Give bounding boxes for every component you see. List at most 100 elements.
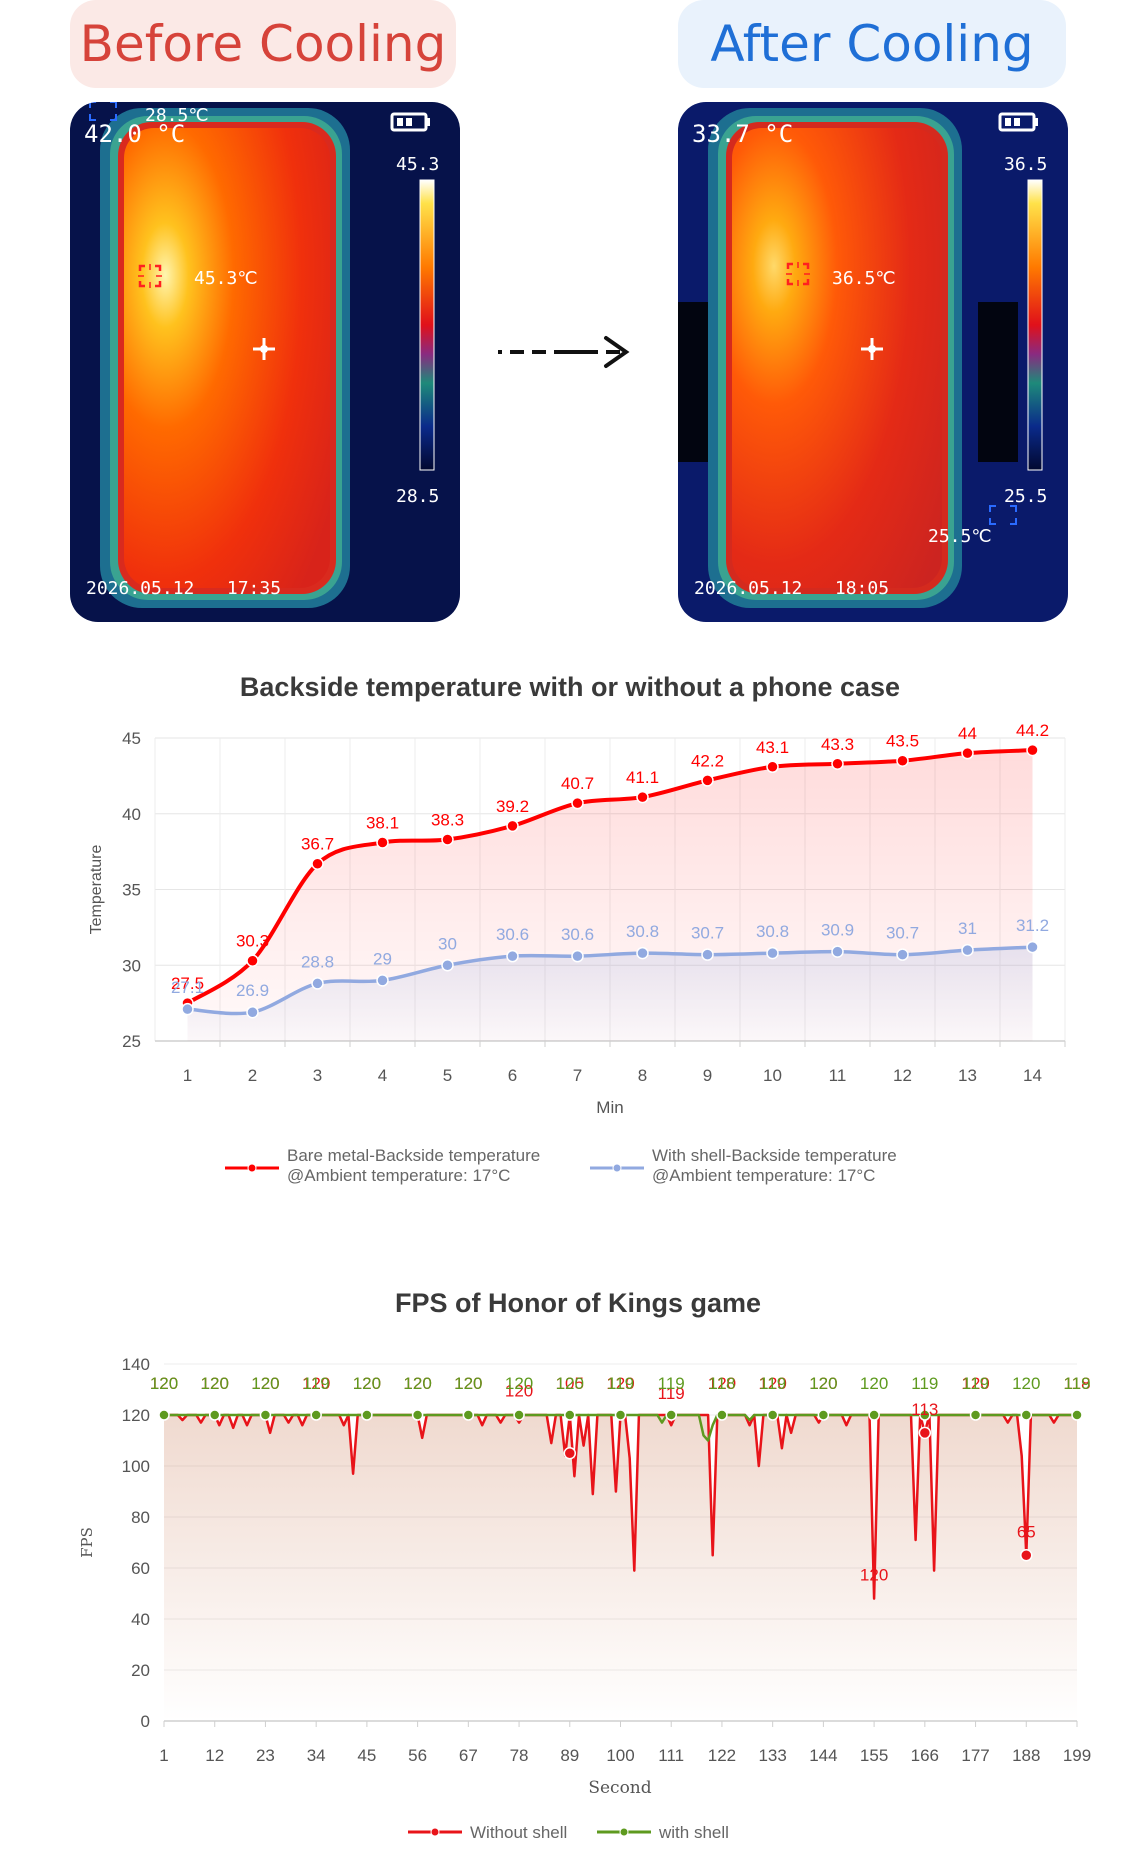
y-tick-label: 45 [122, 729, 141, 748]
data-label: 30 [438, 934, 457, 953]
data-point [311, 857, 324, 870]
data-point-with-shell [259, 1409, 272, 1421]
thermal-image-before: 42.0 °C 28.5℃ 45.3℃ 45.3 28.5 2026.05.12… [70, 102, 460, 622]
data-point-with-shell [361, 1409, 373, 1421]
data-point-with-shell [614, 1409, 627, 1421]
x-tick-label: 11 [829, 1066, 847, 1085]
x-tick-label: 100 [606, 1746, 634, 1765]
data-point-with-shell [817, 1409, 830, 1421]
legend-label: With shell-Backside temperature [652, 1146, 897, 1165]
data-point-without-shell [918, 1426, 932, 1440]
x-tick-label: 1 [159, 1746, 168, 1765]
legend-label: with shell [658, 1823, 729, 1842]
max-temperature-marker: 45.3℃ [194, 268, 258, 289]
x-tick-label: 1 [183, 1066, 192, 1085]
arrow-right-icon [498, 336, 630, 368]
x-tick-label: 67 [459, 1746, 478, 1765]
data-label-without-shell: 120 [150, 1374, 178, 1393]
x-tick-label: 10 [763, 1066, 782, 1085]
y-tick-label: 40 [122, 805, 141, 824]
data-label-with-shell: 120 [251, 1374, 279, 1393]
data-point-with-shell [462, 1409, 475, 1421]
data-point-with-shell [564, 1409, 576, 1421]
x-tick-label: 13 [958, 1066, 977, 1085]
y-axis-label: FPS [78, 1527, 96, 1558]
x-tick-label: 8 [638, 1066, 647, 1085]
data-point [181, 1002, 194, 1016]
data-label: 43.1 [756, 738, 789, 757]
min-temperature-marker: 25.5℃ [928, 526, 992, 547]
y-tick-label: 35 [122, 881, 141, 900]
x-axis-label: Min [596, 1098, 623, 1117]
data-label-without-shell: 120 [302, 1374, 330, 1393]
y-tick-label: 0 [141, 1712, 150, 1731]
data-label-with-shell: 119 [303, 1374, 330, 1393]
data-point [701, 774, 714, 787]
x-axis-label: Second [588, 1778, 651, 1798]
series-area [187, 947, 1033, 1041]
data-label-without-shell: 120 [454, 1374, 482, 1393]
data-point [441, 959, 454, 972]
x-tick-label: 45 [357, 1746, 376, 1765]
data-label-without-shell: 105 [556, 1374, 584, 1393]
data-label: 36.7 [301, 835, 334, 854]
data-point [311, 977, 324, 990]
data-label: 44 [958, 724, 977, 743]
y-tick-label: 140 [122, 1355, 150, 1374]
chart-title: FPS of Honor of Kings game [395, 1288, 761, 1318]
chart-title: Backside temperature with or without a p… [240, 672, 900, 702]
data-point-with-shell [868, 1409, 880, 1421]
data-label-without-shell: 119 [658, 1384, 685, 1403]
data-label-without-shell: 120 [758, 1374, 786, 1393]
y-tick-label: 25 [122, 1032, 141, 1051]
x-tick-label: 7 [573, 1066, 582, 1085]
scale-min-label: 25.5 [1004, 486, 1048, 507]
fps-chart: FPS of Honor of Kings game02040608010012… [78, 1288, 1091, 1842]
legend-marker [430, 1827, 440, 1837]
data-point [961, 746, 974, 760]
data-label-with-shell: 120 [860, 1374, 888, 1393]
data-label-with-shell: 119 [607, 1374, 634, 1393]
x-tick-label: 177 [961, 1746, 989, 1765]
data-label-without-shell: 120 [403, 1374, 431, 1393]
x-tick-label: 9 [703, 1066, 712, 1085]
thermal-heatmap-after [678, 102, 1068, 622]
y-tick-label: 40 [131, 1610, 150, 1629]
thermal-image-after: 33.7 °C 36.5℃ 25.5℃ 36.5 25.5 2026.05.12… [678, 102, 1068, 622]
x-tick-label: 4 [378, 1066, 387, 1085]
data-point [766, 946, 779, 960]
x-tick-label: 166 [911, 1746, 939, 1765]
data-label-with-shell: 120 [201, 1374, 229, 1393]
data-point [636, 790, 649, 804]
data-label: 31.2 [1016, 916, 1049, 935]
data-label-without-shell: 120 [961, 1374, 989, 1393]
x-tick-label: 56 [408, 1746, 427, 1765]
x-tick-label: 155 [860, 1746, 888, 1765]
thermal-heatmap-before [70, 102, 460, 622]
data-point-with-shell [665, 1409, 677, 1421]
data-label-with-shell: 119 [1063, 1374, 1090, 1393]
x-tick-label: 111 [658, 1746, 684, 1765]
data-label-with-shell: 120 [1012, 1374, 1040, 1393]
data-point [961, 943, 974, 957]
capture-timestamp: 2026.05.12 18:05 [694, 578, 890, 599]
x-tick-label: 14 [1023, 1066, 1042, 1085]
y-tick-label: 80 [131, 1508, 150, 1527]
data-label-with-shell: 120 [505, 1374, 533, 1393]
data-point-with-shell [158, 1409, 170, 1421]
x-tick-label: 5 [443, 1066, 452, 1085]
data-label: 27.5 [171, 974, 204, 993]
backside-temperature-chart: Backside temperature with or without a p… [88, 672, 1066, 1185]
y-axis-label: Temperature [88, 844, 105, 934]
x-tick-label: 89 [560, 1746, 579, 1765]
center-temperature-readout: 33.7 °C [692, 120, 794, 148]
data-label: 44.2 [1016, 721, 1049, 740]
data-label: 38.3 [431, 811, 464, 830]
min-temperature-marker: 28.5℃ [145, 105, 209, 126]
x-tick-label: 3 [313, 1066, 322, 1085]
data-label-with-shell: 118 [708, 1374, 735, 1393]
data-label-with-shell: 119 [658, 1374, 685, 1393]
x-tick-label: 188 [1012, 1746, 1040, 1765]
data-point [896, 948, 909, 961]
data-label-with-shell: 119 [759, 1374, 786, 1393]
